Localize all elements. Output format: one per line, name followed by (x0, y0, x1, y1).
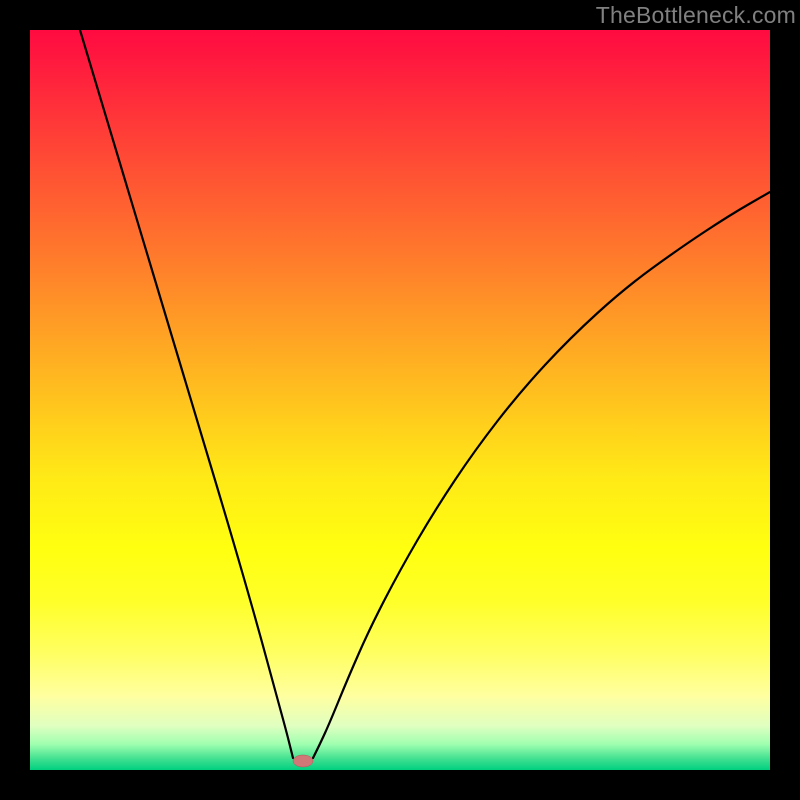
curve-right-branch (313, 192, 770, 758)
curve-left-branch (80, 30, 293, 758)
minimum-marker (293, 755, 313, 767)
bottleneck-curve (30, 30, 770, 770)
plot-area (30, 30, 770, 770)
watermark-text: TheBottleneck.com (596, 0, 800, 29)
